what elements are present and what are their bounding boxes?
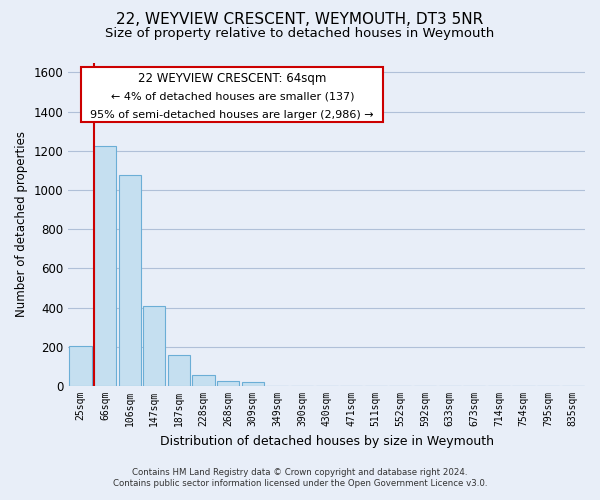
Bar [168,354,190,386]
Bar [94,146,116,386]
Bar [217,381,239,386]
Y-axis label: Number of detached properties: Number of detached properties [15,132,28,318]
Text: 22, WEYVIEW CRESCENT, WEYMOUTH, DT3 5NR: 22, WEYVIEW CRESCENT, WEYMOUTH, DT3 5NR [116,12,484,28]
Bar [242,382,264,386]
FancyBboxPatch shape [81,68,383,122]
Text: Size of property relative to detached houses in Weymouth: Size of property relative to detached ho… [106,28,494,40]
Bar [70,346,92,386]
Bar [143,306,166,386]
Bar [119,176,141,386]
X-axis label: Distribution of detached houses by size in Weymouth: Distribution of detached houses by size … [160,434,494,448]
Text: 22 WEYVIEW CRESCENT: 64sqm: 22 WEYVIEW CRESCENT: 64sqm [138,72,326,85]
Text: ← 4% of detached houses are smaller (137): ← 4% of detached houses are smaller (137… [110,92,354,102]
Text: 95% of semi-detached houses are larger (2,986) →: 95% of semi-detached houses are larger (… [91,110,374,120]
Text: Contains HM Land Registry data © Crown copyright and database right 2024.
Contai: Contains HM Land Registry data © Crown c… [113,468,487,487]
Bar [193,376,215,386]
